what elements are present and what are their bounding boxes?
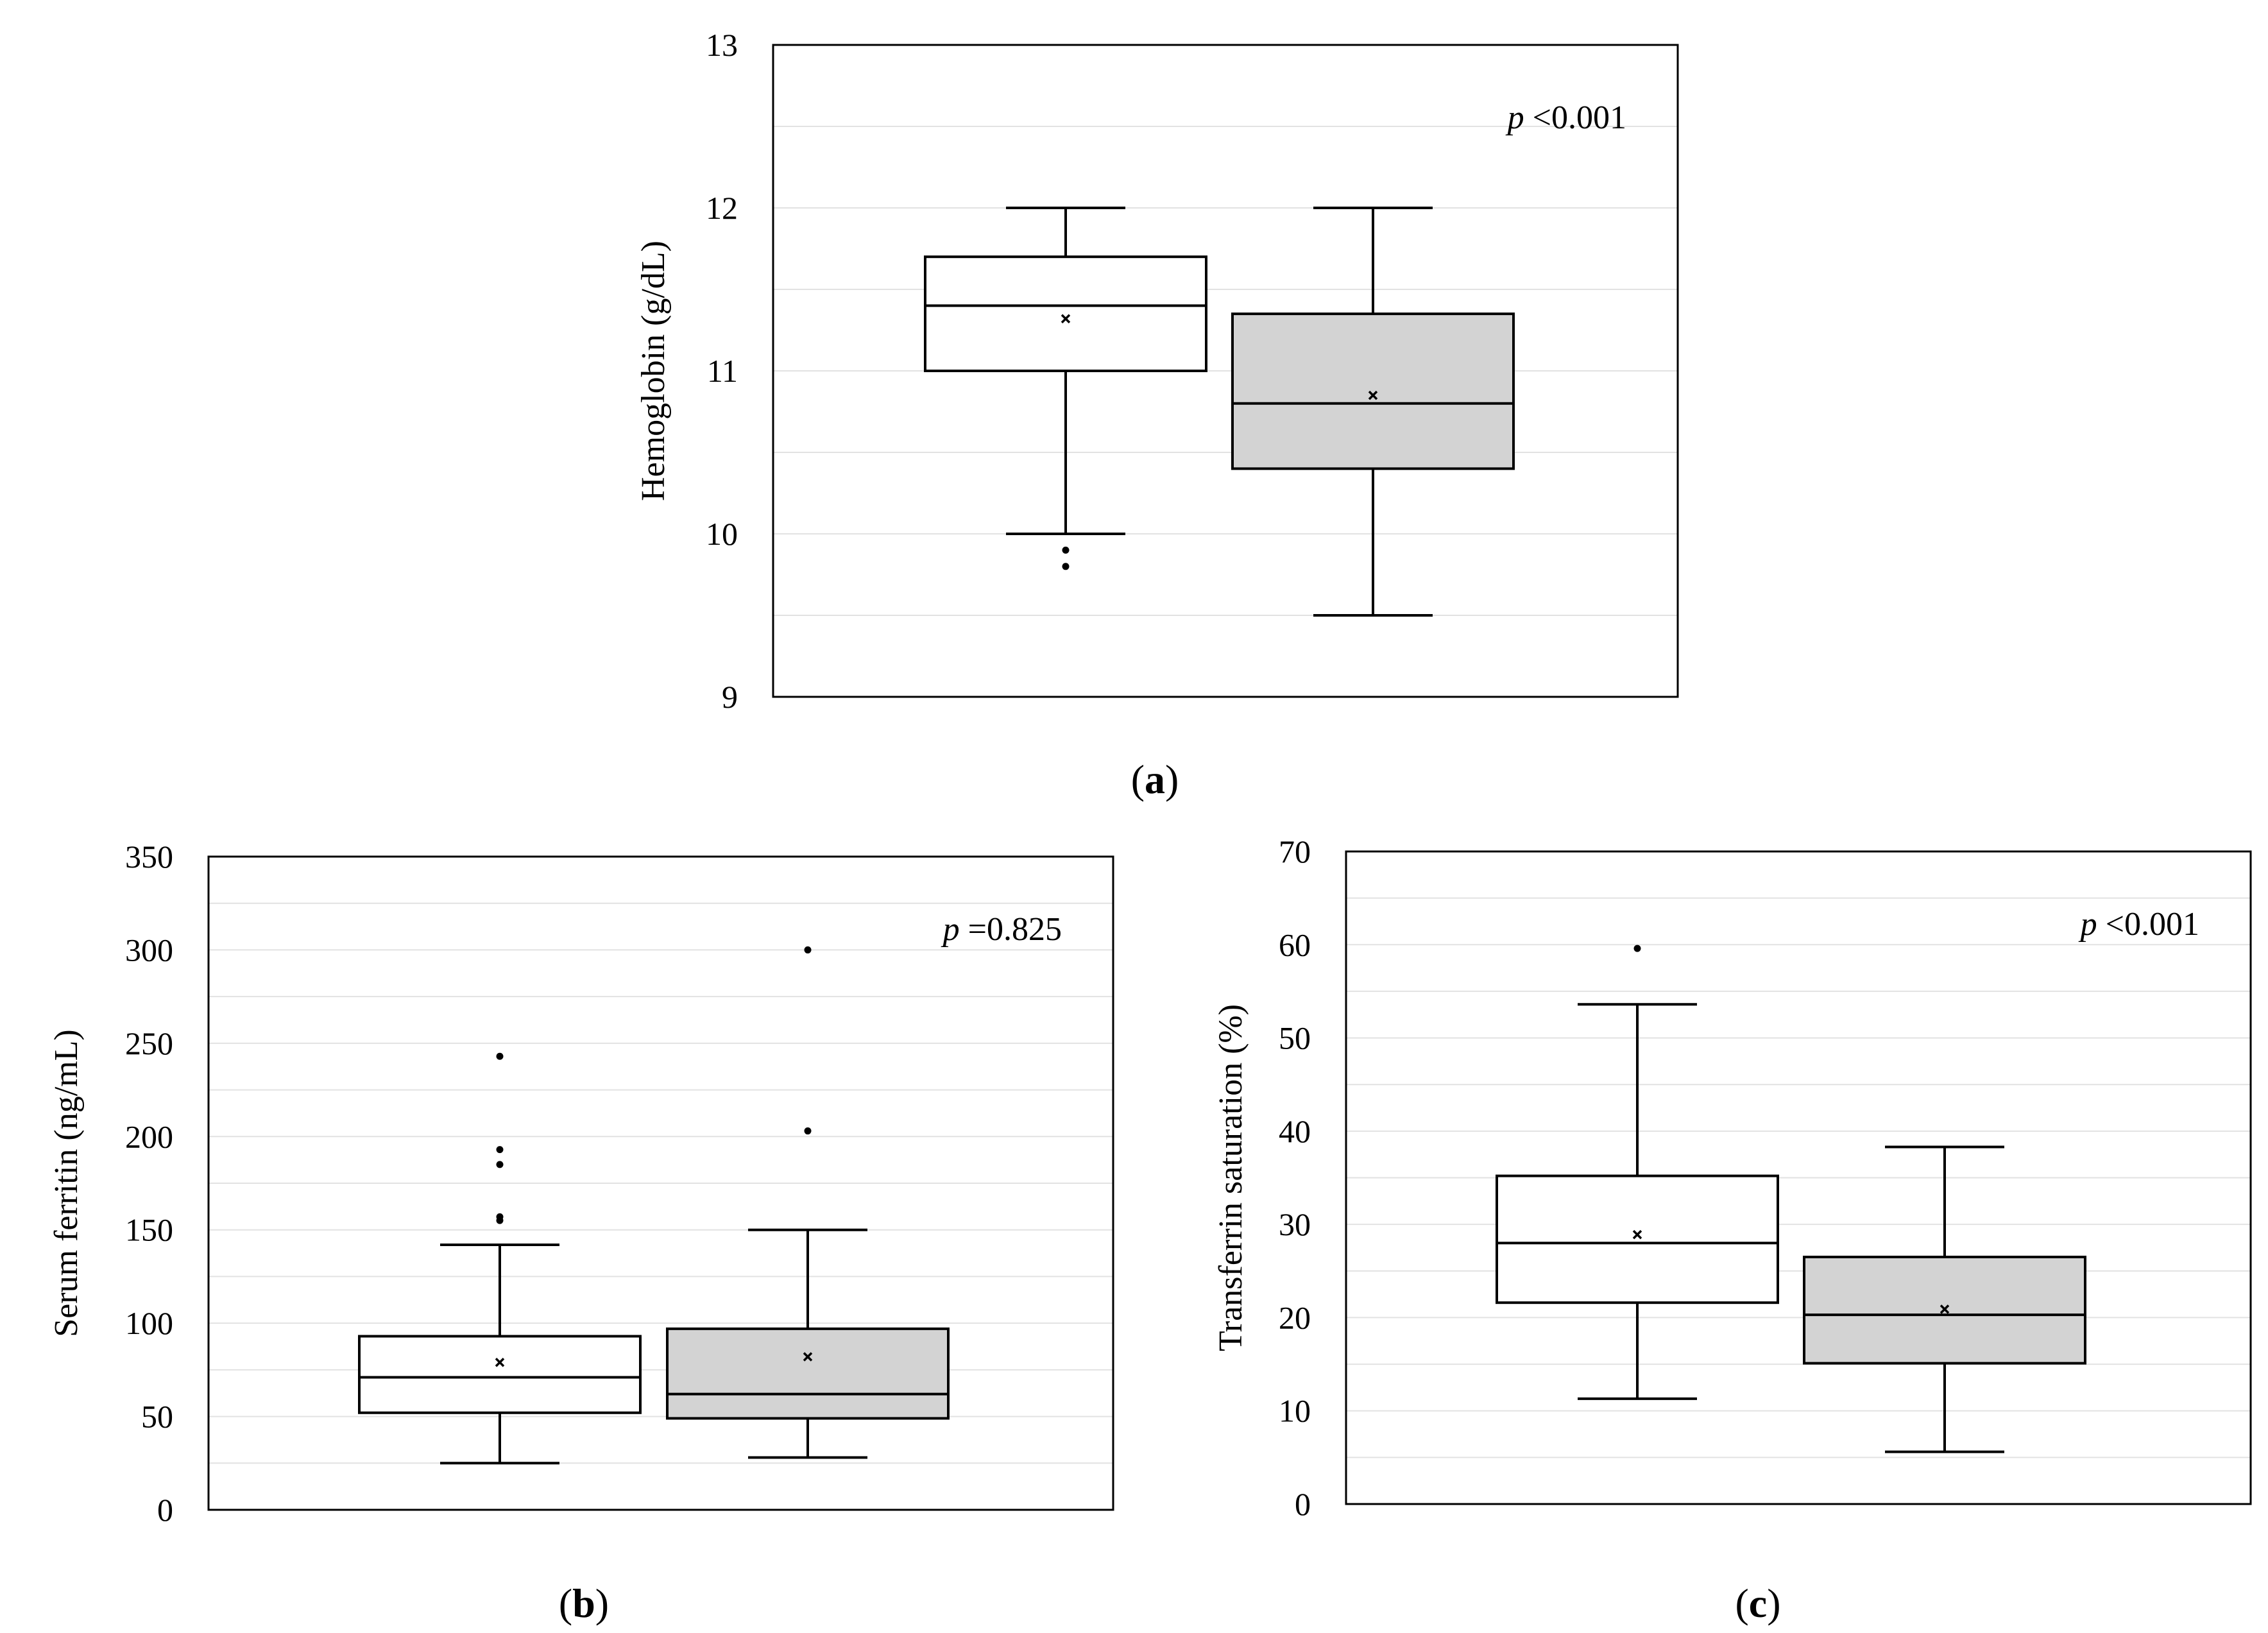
y-tick-label: 13 xyxy=(706,27,738,63)
y-tick-label: 40 xyxy=(1279,1113,1311,1149)
p-value-label: p =0.825 xyxy=(941,911,1062,948)
mean-marker xyxy=(1632,1229,1642,1240)
y-tick-label: 50 xyxy=(141,1399,173,1435)
y-tick-label: 350 xyxy=(125,839,173,875)
outlier-point xyxy=(1633,945,1641,952)
panel-letter: b xyxy=(572,1580,595,1626)
mean-marker xyxy=(803,1352,813,1362)
y-tick-label: 10 xyxy=(706,516,738,552)
box-group-1 xyxy=(1496,945,1779,1400)
outlier-point xyxy=(1062,563,1070,570)
outlier-point xyxy=(1062,546,1070,554)
y-tick-label: 70 xyxy=(1279,834,1311,869)
plot-frame xyxy=(207,855,1114,1511)
y-axis-title: Transferrin saturation (%) xyxy=(1213,1004,1249,1351)
y-tick-label: 12 xyxy=(706,190,738,226)
y-axis-title: Hemoglobin (g/dL) xyxy=(635,241,672,501)
outlier-point xyxy=(496,1052,504,1060)
p-symbol: p xyxy=(1505,99,1524,136)
panel-b: 0 50 100 150 200 250 300 350 Serum ferritin (ng/… xyxy=(48,839,1114,1626)
box-group-2 xyxy=(1231,207,1515,617)
p-value-text: <0.001 xyxy=(2097,906,2199,943)
panel-a: 9 10 11 12 13 Hemoglobin (g/dL) p <0.001 (a) xyxy=(635,27,1679,802)
y-tick-label: 250 xyxy=(125,1025,173,1061)
panel-label: (a) xyxy=(1131,757,1179,802)
box-group-2 xyxy=(1803,1145,2086,1453)
y-tick-label: 0 xyxy=(1295,1486,1311,1522)
y-axis-title: Serum ferritin (ng/mL) xyxy=(48,1029,85,1337)
box-group-1 xyxy=(358,1052,642,1465)
y-tick-label: 150 xyxy=(125,1212,173,1248)
box-group-1 xyxy=(924,207,1207,570)
outlier-point xyxy=(496,1146,504,1154)
panel-label: (c) xyxy=(1735,1580,1780,1626)
p-symbol: p xyxy=(941,911,960,948)
outlier-point xyxy=(804,946,812,953)
y-tick-label: 10 xyxy=(1279,1393,1311,1429)
p-value-label: p <0.001 xyxy=(2078,906,2199,943)
outlier-point xyxy=(496,1217,504,1224)
iqr-box xyxy=(358,1335,642,1414)
y-tick-label: 9 xyxy=(722,679,738,715)
mean-marker xyxy=(1061,314,1071,323)
plot-frame xyxy=(1345,850,2252,1505)
y-tick-label: 11 xyxy=(707,353,738,389)
y-tick-label: 60 xyxy=(1279,927,1311,962)
p-symbol: p xyxy=(2078,906,2097,943)
iqr-box xyxy=(924,255,1207,373)
y-tick-label: 20 xyxy=(1279,1299,1311,1335)
p-value-text: <0.001 xyxy=(1524,99,1626,136)
mean-marker xyxy=(1940,1304,1950,1314)
outlier-point xyxy=(804,1127,812,1135)
plot-frame xyxy=(772,44,1679,698)
y-tick-label: 0 xyxy=(157,1492,173,1528)
iqr-box xyxy=(1496,1174,1779,1304)
y-tick-label: 30 xyxy=(1279,1206,1311,1242)
y-tick-label: 200 xyxy=(125,1118,173,1154)
p-value-label: p <0.001 xyxy=(1505,99,1626,136)
mean-marker xyxy=(495,1357,505,1367)
y-tick-label: 300 xyxy=(125,932,173,968)
panel-letter: c xyxy=(1749,1580,1767,1626)
y-tick-label: 100 xyxy=(125,1305,173,1341)
p-value-text: =0.825 xyxy=(960,911,1062,948)
y-tick-label: 50 xyxy=(1279,1020,1311,1056)
panel-label: (b) xyxy=(559,1580,609,1626)
box-group-2 xyxy=(666,946,950,1459)
mean-marker xyxy=(1368,390,1378,400)
outlier-point xyxy=(496,1161,504,1168)
panel-letter: a xyxy=(1145,757,1165,802)
panel-c: 0 10 20 30 40 50 60 70 Transferrin saturation (%… xyxy=(1213,834,2252,1626)
iqr-box xyxy=(1231,312,1515,470)
iqr-box xyxy=(666,1327,950,1420)
